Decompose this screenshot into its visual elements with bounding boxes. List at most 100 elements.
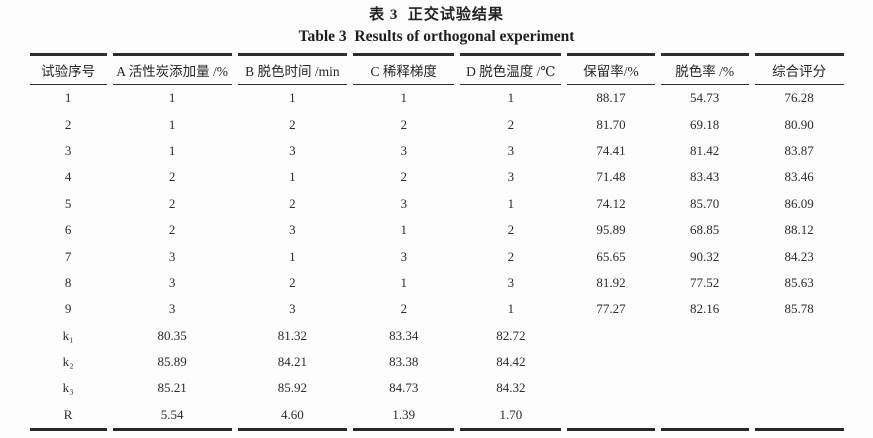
table-cell: 85.92 (277, 380, 307, 396)
table-row: 9 3 3 2 1 77.27 82.16 85.78 (30, 296, 844, 322)
table-cell: 86.09 (784, 195, 814, 211)
table-cell: 2 (168, 222, 176, 238)
table-cell: 2 (289, 195, 296, 211)
table-row-k1: k₁ 80.35 81.32 83.34 82.72 (30, 323, 844, 349)
table-row: 4 2 1 2 3 71.48 83.43 83.46 (30, 164, 844, 190)
table-cell: 2 (289, 116, 296, 132)
table-cell: 3 (289, 142, 296, 158)
table-cell: 2 (507, 248, 515, 264)
table-cell (567, 402, 655, 432)
table-cell: 1 (64, 90, 72, 106)
table-cell: 81.92 (596, 274, 626, 290)
table-cell: 2 (289, 274, 296, 290)
table-cell: 3 (400, 142, 407, 158)
table-cell: 1 (289, 248, 296, 264)
table-row: 3 1 3 3 3 74.41 81.42 83.87 (30, 138, 844, 164)
table-cell: 68.85 (690, 222, 720, 238)
table-cell: 81.70 (596, 116, 626, 132)
table-cell: 82.72 (496, 327, 526, 343)
table-cell: 74.41 (596, 142, 626, 158)
table-cell: 4 (64, 169, 72, 185)
table-cell: 3 (289, 301, 296, 317)
table-cell: 1 (507, 301, 515, 317)
table-cell: 84.23 (784, 248, 814, 264)
table-cell (567, 323, 654, 349)
table-cell: 1 (400, 222, 407, 238)
table-cell: 88.17 (596, 90, 626, 106)
table-row-k2: k₂ 85.89 84.21 83.38 84.42 (30, 349, 844, 375)
column-header-retention-rate: 保留率/% (567, 53, 655, 85)
table-cell: 84.42 (496, 354, 526, 370)
column-header-factor-a: A 活性炭添加量 /% (112, 53, 232, 85)
table-cell: 83.87 (784, 142, 814, 158)
table-cell: 80.90 (784, 116, 814, 132)
table-cell: 1 (168, 142, 176, 158)
table-cell (754, 402, 844, 432)
table-cell: 90.32 (690, 248, 720, 264)
table-cell: 3 (507, 169, 515, 185)
table-cell: 85.21 (157, 380, 187, 396)
column-header-factor-b: B 脱色时间 /min (237, 53, 348, 85)
table-cell: 7 (64, 248, 72, 264)
table-cell: 84.32 (496, 380, 526, 396)
table-row: 1 1 1 1 1 88.17 54.73 76.28 (30, 85, 844, 111)
table-cell: 84.21 (277, 354, 307, 370)
table-cell: 76.28 (784, 90, 814, 106)
table-cell: 9 (64, 301, 72, 317)
table-cell (660, 402, 749, 432)
table-cell: 3 (168, 248, 176, 264)
table-cell: k₃ (62, 380, 74, 396)
orthogonal-results-table: 试验序号 A 活性炭添加量 /% B 脱色时间 /min C 稀释梯度 D 脱色… (24, 53, 850, 432)
table-cell: 8 (64, 274, 72, 290)
table-cell: 71.48 (596, 169, 626, 185)
table-cell (661, 375, 749, 401)
table-cell: 83.43 (690, 169, 720, 185)
table-cell: 77.52 (690, 274, 720, 290)
table-cell: 3 (400, 195, 407, 211)
table-cell: 2 (168, 169, 176, 185)
header-row: 试验序号 A 活性炭添加量 /% B 脱色时间 /min C 稀释梯度 D 脱色… (29, 53, 844, 85)
table-cell: 1 (507, 195, 515, 211)
table-row: 6 2 3 1 2 95.89 68.85 88.12 (30, 217, 844, 243)
table-cell: 83.34 (389, 327, 419, 343)
table-row-range: R 5.54 4.60 1.39 1.70 (29, 402, 844, 432)
table-row: 2 1 2 2 2 81.70 69.18 80.90 (30, 111, 844, 137)
table-cell: 3 (64, 142, 72, 158)
table-cell: 80.35 (157, 327, 187, 343)
table-cell: 2 (64, 116, 72, 132)
table-cell: 77.27 (596, 301, 626, 317)
table-cell: 84.73 (389, 380, 419, 396)
table-cell: 2 (400, 301, 407, 317)
table-cell: 3 (400, 248, 407, 264)
table-cell: 83.46 (784, 169, 814, 185)
table-row: 8 3 2 1 3 81.92 77.52 85.63 (30, 270, 844, 296)
table-row: 5 2 2 3 1 74.12 85.70 86.09 (30, 191, 844, 217)
column-header-overall-score: 综合评分 (754, 53, 844, 85)
table-cell: 74.12 (596, 195, 626, 211)
table-cell: 5 (64, 195, 72, 211)
column-header-decolor-rate: 脱色率 /% (660, 53, 749, 85)
table-cell: 83.38 (389, 354, 419, 370)
table-cell: 4.60 (237, 402, 348, 432)
table-cell: 1.39 (353, 402, 455, 432)
table-cell: 85.63 (784, 274, 814, 290)
table-cell: 1.70 (460, 402, 562, 432)
column-header-factor-d: D 脱色温度 /℃ (460, 53, 562, 85)
table-cell: 85.89 (157, 354, 187, 370)
table-cell: 1 (289, 169, 296, 185)
table-cell: 6 (64, 222, 72, 238)
table-cell: R (29, 402, 107, 432)
table-cell: 3 (168, 274, 176, 290)
table-cell: 65.65 (596, 248, 626, 264)
table-cell (661, 323, 749, 349)
table-cell: 1 (289, 90, 296, 106)
table-cell: 54.73 (690, 90, 720, 106)
table-row-k3: k₃ 85.21 85.92 84.73 84.32 (30, 375, 844, 401)
table-cell: 1 (400, 90, 407, 106)
table-row: 7 3 1 3 2 65.65 90.32 84.23 (30, 243, 844, 269)
table-cell: 2 (507, 116, 515, 132)
column-header-run-no: 试验序号 (29, 53, 107, 85)
table-cell: 2 (507, 222, 515, 238)
table-cell: 3 (507, 274, 515, 290)
